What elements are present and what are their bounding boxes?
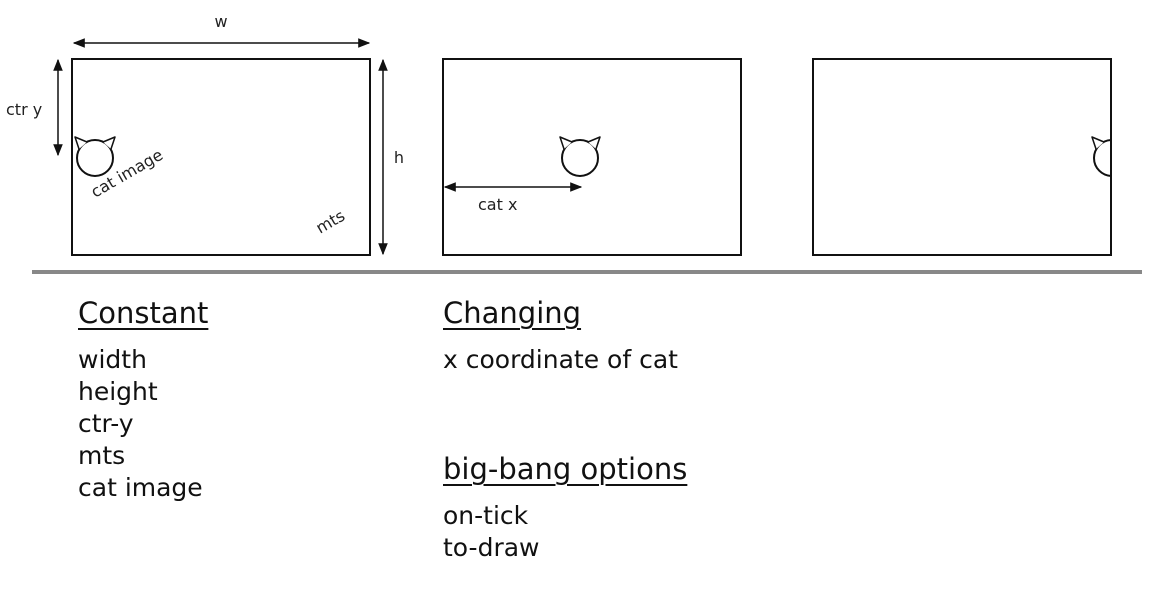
changing-list: x coordinate of cat [443,344,678,376]
constant-title: Constant [78,296,209,330]
frame-3 [812,58,1112,256]
changing-title: Changing [443,296,582,330]
frame-1: w h ctr y cat image mts [6,12,404,256]
list-item: width [78,345,147,374]
cat-icon-3 [1091,136,1111,177]
big-bang-section: big-bang options on-tick to-draw [443,452,687,564]
changing-section: Changing x coordinate of cat [443,296,678,376]
ctr-y-label: ctr y [6,100,42,119]
big-bang-title: big-bang options [443,452,688,486]
mts-label: mts [313,206,349,238]
list-item: height [78,377,158,406]
cat-icon-1 [74,136,116,177]
list-item: x coordinate of cat [443,345,678,374]
list-item: ctr-y [78,409,134,438]
constant-section: Constant width height ctr-y mts cat imag… [78,296,208,504]
scene-box-2 [442,58,742,256]
list-item: mts [78,441,126,470]
frame-2: cat x [442,58,742,256]
list-item: to-draw [443,533,540,562]
cat-x-label: cat x [478,195,517,214]
cat-icon-2 [559,136,601,177]
big-bang-list: on-tick to-draw [443,500,687,564]
list-item: cat image [78,473,203,502]
list-item: on-tick [443,501,529,530]
constant-list: width height ctr-y mts cat image [78,344,208,504]
scene-box-1 [71,58,371,256]
scene-box-3 [812,58,1112,256]
height-label: h [394,148,404,167]
width-label: w [214,12,227,31]
